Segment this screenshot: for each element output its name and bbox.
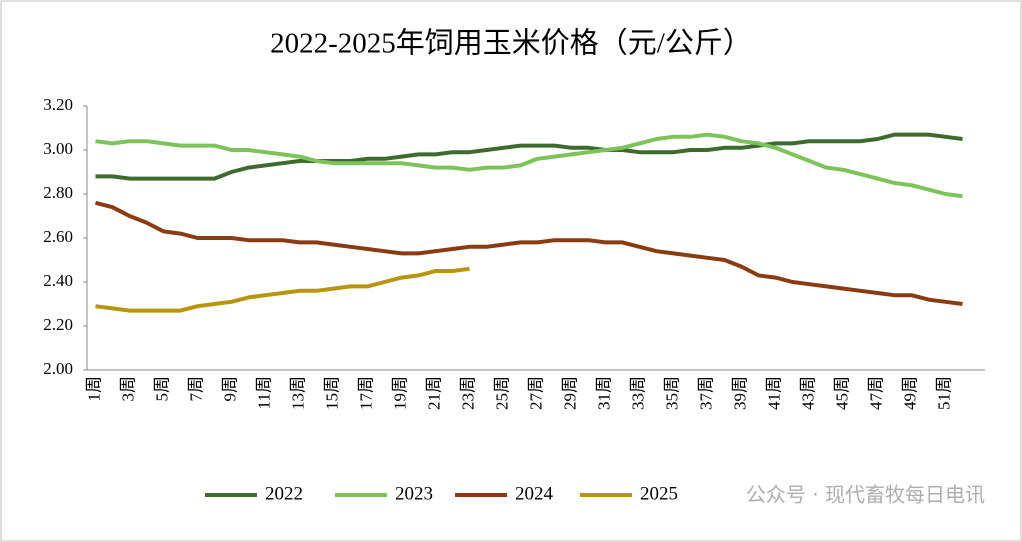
- x-tick-label: 9周: [220, 376, 239, 402]
- x-tick-label: 41周: [764, 376, 783, 410]
- y-tick-label: 2.00: [43, 359, 73, 378]
- x-tick-label: 23周: [458, 376, 477, 410]
- x-tick-label: 43周: [798, 376, 817, 410]
- y-tick-label: 3.00: [43, 139, 73, 158]
- x-tick-label: 27周: [526, 376, 545, 410]
- x-tick-label: 29周: [560, 376, 579, 410]
- x-tick-label: 17周: [356, 376, 375, 410]
- x-tick-label: 39周: [730, 376, 749, 410]
- x-tick-label: 1周: [84, 376, 103, 402]
- legend-label: 2024: [515, 483, 554, 504]
- y-tick-label: 2.80: [43, 183, 73, 202]
- x-tick-label: 7周: [186, 376, 205, 402]
- x-tick-label: 3周: [118, 376, 137, 402]
- x-tick-label: 15周: [322, 376, 341, 410]
- legend-label: 2023: [395, 483, 433, 504]
- x-tick-label: 5周: [152, 376, 171, 402]
- x-tick-label: 47周: [866, 376, 885, 410]
- x-tick-label: 45周: [832, 376, 851, 410]
- series-line: [95, 132, 963, 199]
- x-tick-label: 13周: [288, 376, 307, 410]
- x-tick-label: 35周: [662, 376, 681, 410]
- x-tick-label: 31周: [594, 376, 613, 410]
- series-line: [95, 266, 470, 313]
- series-line: [95, 132, 963, 181]
- chart-title: 2022-2025年饲用玉米价格（元/公斤）: [270, 27, 752, 60]
- x-tick-label: 19周: [390, 376, 409, 410]
- y-tick-label: 3.20: [43, 95, 73, 114]
- y-tick-label: 2.40: [43, 271, 73, 290]
- x-tick-label: 11周: [254, 376, 273, 409]
- y-tick-label: 2.60: [43, 227, 73, 246]
- x-tick-label: 51周: [934, 376, 953, 410]
- y-tick-label: 2.20: [43, 315, 73, 334]
- x-tick-label: 49周: [900, 376, 919, 410]
- legend-label: 2022: [265, 483, 303, 504]
- x-tick-label: 25周: [492, 376, 511, 410]
- x-tick-label: 37周: [696, 376, 715, 410]
- watermark: 公众号 · 现代畜牧每日电讯: [746, 483, 985, 507]
- series-line: [94, 200, 963, 306]
- legend-label: 2025: [640, 483, 678, 504]
- x-tick-label: 33周: [628, 376, 647, 410]
- x-tick-label: 21周: [424, 376, 443, 410]
